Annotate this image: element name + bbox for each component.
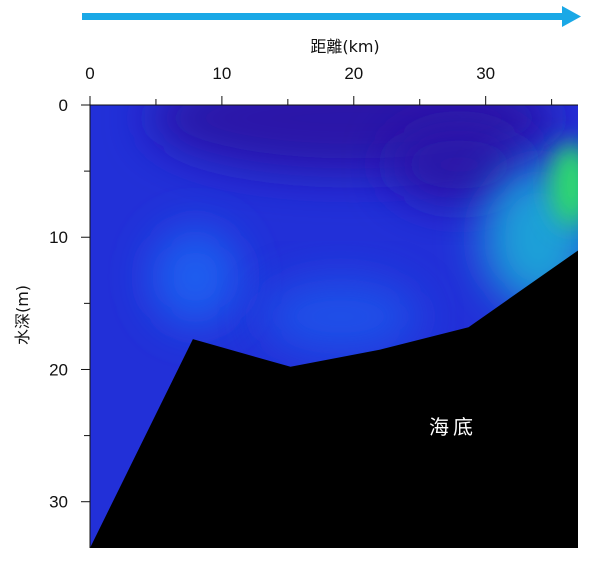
field-medium-patch [261,279,421,355]
x-axis-title: 距離(km) [310,37,379,56]
y-ticks: 0 10 20 30 [49,96,90,512]
y-tick-label: 30 [49,493,68,512]
y-axis-title: 水深(m) [13,285,32,345]
y-tick-label: 20 [49,360,68,379]
field-high-core [549,142,593,226]
x-tick-label: 0 [85,64,94,83]
plot-area [90,63,593,548]
x-tick-label: 20 [344,64,363,83]
x-tick-label: 30 [476,64,495,83]
x-tick-label: 10 [212,64,231,83]
x-ticks: 0 10 20 30 [85,64,551,105]
y-tick-label: 10 [49,228,68,247]
field-medium-patch [151,227,241,327]
y-tick-label: 0 [59,96,68,115]
seafloor-label: 海底 [429,415,477,439]
direction-arrow [82,6,581,27]
